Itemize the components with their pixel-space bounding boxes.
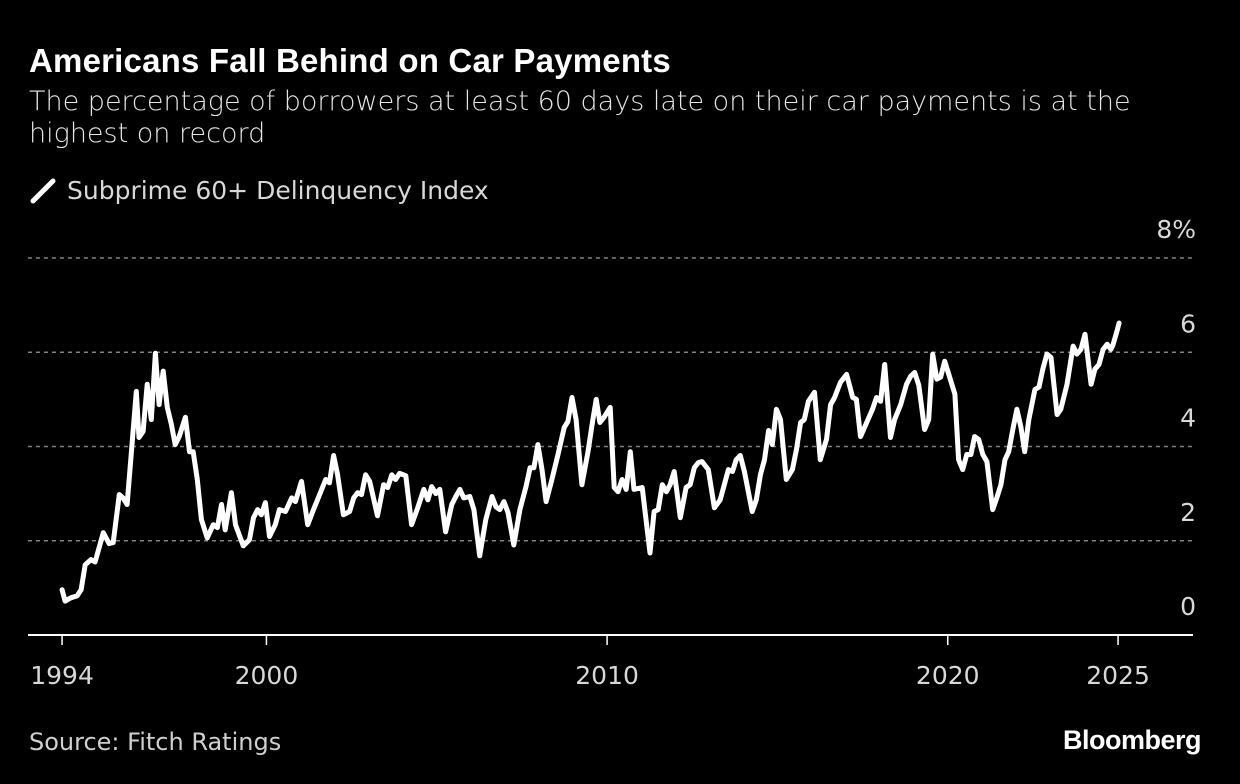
series-line xyxy=(59,320,1122,604)
chart-subtitle: The percentage of borrowers at least 60 … xyxy=(29,86,1131,149)
x-tick-label: 2000 xyxy=(235,661,299,690)
bloomberg-logo: Bloomberg xyxy=(1062,725,1202,755)
legend-line-icon xyxy=(30,178,56,203)
y-tick-label: 4 xyxy=(1180,404,1196,433)
y-tick-label: 6 xyxy=(1180,309,1196,338)
y-tick-label: 0 xyxy=(1180,592,1196,621)
y-tick-label: 8% xyxy=(1156,215,1196,244)
legend-label: Subprime 60+ Delinquency Index xyxy=(67,176,489,205)
chart-title: Americans Fall Behind on Car Payments xyxy=(29,42,671,79)
x-tick-label: 1994 xyxy=(30,661,94,690)
x-tick-label: 2010 xyxy=(575,661,639,690)
legend: Subprime 60+ Delinquency Index xyxy=(29,176,489,205)
source-note: Source: Fitch Ratings xyxy=(29,728,282,756)
y-tick-label: 2 xyxy=(1180,498,1196,527)
x-tick-label: 2020 xyxy=(916,661,980,690)
x-tick-label: 2025 xyxy=(1086,661,1150,690)
